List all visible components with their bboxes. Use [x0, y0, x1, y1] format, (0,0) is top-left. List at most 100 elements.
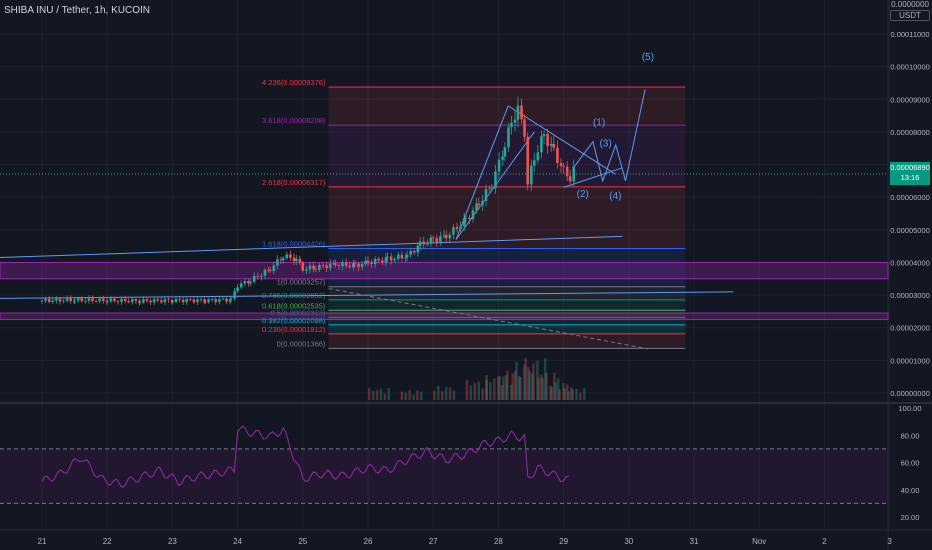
volume-bar — [523, 364, 526, 400]
candle-body — [418, 241, 422, 246]
fib-zone — [328, 299, 686, 311]
time-tick-label: 30 — [624, 537, 633, 546]
time-tick-label: 27 — [429, 537, 438, 546]
price-tick-label: 0.00004000 — [890, 258, 930, 267]
candle-body — [568, 176, 572, 182]
volume-bar — [571, 389, 574, 400]
price-tick-label: 0.00006000 — [890, 193, 930, 202]
candle-body — [171, 302, 174, 303]
volume-bar — [511, 373, 514, 400]
candle-body — [152, 299, 156, 303]
volume-bar — [567, 391, 570, 400]
candle-body — [540, 136, 543, 153]
fib-level-label: 4.236(0.00009376) — [262, 78, 326, 87]
candle-body — [426, 243, 429, 245]
candle-body — [181, 299, 185, 303]
candle-body — [252, 276, 256, 282]
volume-bar — [575, 388, 578, 400]
volume-bar — [375, 390, 379, 400]
volume-bar — [441, 391, 444, 400]
candle-body — [366, 260, 370, 263]
candle-body — [357, 263, 360, 268]
volume-bar — [481, 388, 484, 400]
candle-body — [279, 259, 283, 261]
horizontal-zone — [0, 312, 889, 321]
candle-body — [229, 298, 233, 300]
price-axis-unit-block[interactable]: 0.0000000 USDT — [890, 0, 930, 21]
fib-level-label: 1.618(0.00004426) — [262, 240, 326, 249]
candle-body — [439, 236, 442, 242]
symbol-title: SHIBA INU / Tether, 1h, KUCOIN — [4, 5, 150, 16]
candle-body — [163, 299, 167, 303]
price-tick-label: 0.00011000 — [890, 30, 929, 39]
horizontal-zone — [0, 261, 889, 280]
candle-body — [444, 235, 448, 239]
volume-bar — [566, 384, 569, 400]
candle-body — [546, 134, 549, 147]
candle-body — [160, 300, 163, 303]
candle-body — [109, 298, 113, 302]
candle-body — [94, 301, 98, 302]
candle-body — [44, 298, 47, 301]
volume-bar — [515, 362, 518, 400]
fib-zone — [328, 310, 686, 318]
candle-body — [131, 299, 134, 303]
candle-body — [105, 301, 109, 303]
candle-body — [442, 235, 446, 237]
candle-body — [552, 143, 556, 148]
candle-body — [344, 262, 348, 266]
currency-unit-label[interactable]: USDT — [890, 10, 930, 21]
wave-label: (2) — [577, 189, 589, 200]
volume-bar — [510, 384, 513, 400]
volume-bar — [452, 390, 456, 400]
wave-label: (3) — [599, 139, 611, 150]
candle-body — [249, 281, 252, 284]
trendline — [0, 291, 734, 299]
candle-body — [523, 119, 526, 137]
time-tick-label: 31 — [690, 537, 699, 546]
volume-bar — [583, 388, 586, 400]
current-price-badge: 0.00006890 13:16 — [890, 162, 930, 185]
rsi-line — [41, 425, 569, 489]
candle-body — [337, 265, 341, 266]
candle-body — [526, 136, 530, 185]
candle-body — [243, 280, 247, 284]
volume-bar — [368, 388, 371, 400]
candle-body — [481, 200, 484, 206]
price-tick-label: 0.00010000 — [890, 63, 930, 72]
candle-body — [328, 263, 332, 269]
candle-body — [341, 262, 344, 266]
candle-body — [393, 258, 397, 261]
rsi-tick-label: 80.00 — [901, 431, 920, 440]
current-price-value: 0.00006890 — [890, 163, 930, 172]
fib-level-label: 0.382(0.00002088) — [262, 316, 326, 325]
wave-label: (4) — [609, 191, 621, 202]
candle-body — [318, 264, 321, 270]
time-tick-label: 28 — [494, 537, 503, 546]
candle-body — [435, 238, 439, 242]
price-tick-label: 0.00000000 — [890, 389, 930, 398]
time-tick-label: Nov — [752, 537, 766, 546]
candle-body — [332, 263, 336, 264]
candles — [40, 96, 576, 306]
fib-zone — [328, 186, 686, 249]
candle-body — [289, 254, 292, 258]
candle-body — [98, 298, 102, 302]
candle-body — [239, 283, 243, 288]
candle-body — [65, 298, 69, 301]
candle-body — [185, 299, 189, 303]
candle-body — [429, 237, 433, 244]
candle-body — [228, 299, 232, 302]
volume-bar — [469, 385, 473, 400]
candle-body — [471, 210, 475, 219]
volume-bar — [416, 390, 419, 400]
volume-bar — [532, 363, 535, 400]
candle-body — [281, 258, 285, 261]
candle-body — [40, 300, 44, 302]
candle-body — [91, 298, 94, 302]
volume-bar — [562, 383, 565, 400]
candle-body — [51, 300, 55, 302]
elliott-projection — [572, 89, 646, 183]
